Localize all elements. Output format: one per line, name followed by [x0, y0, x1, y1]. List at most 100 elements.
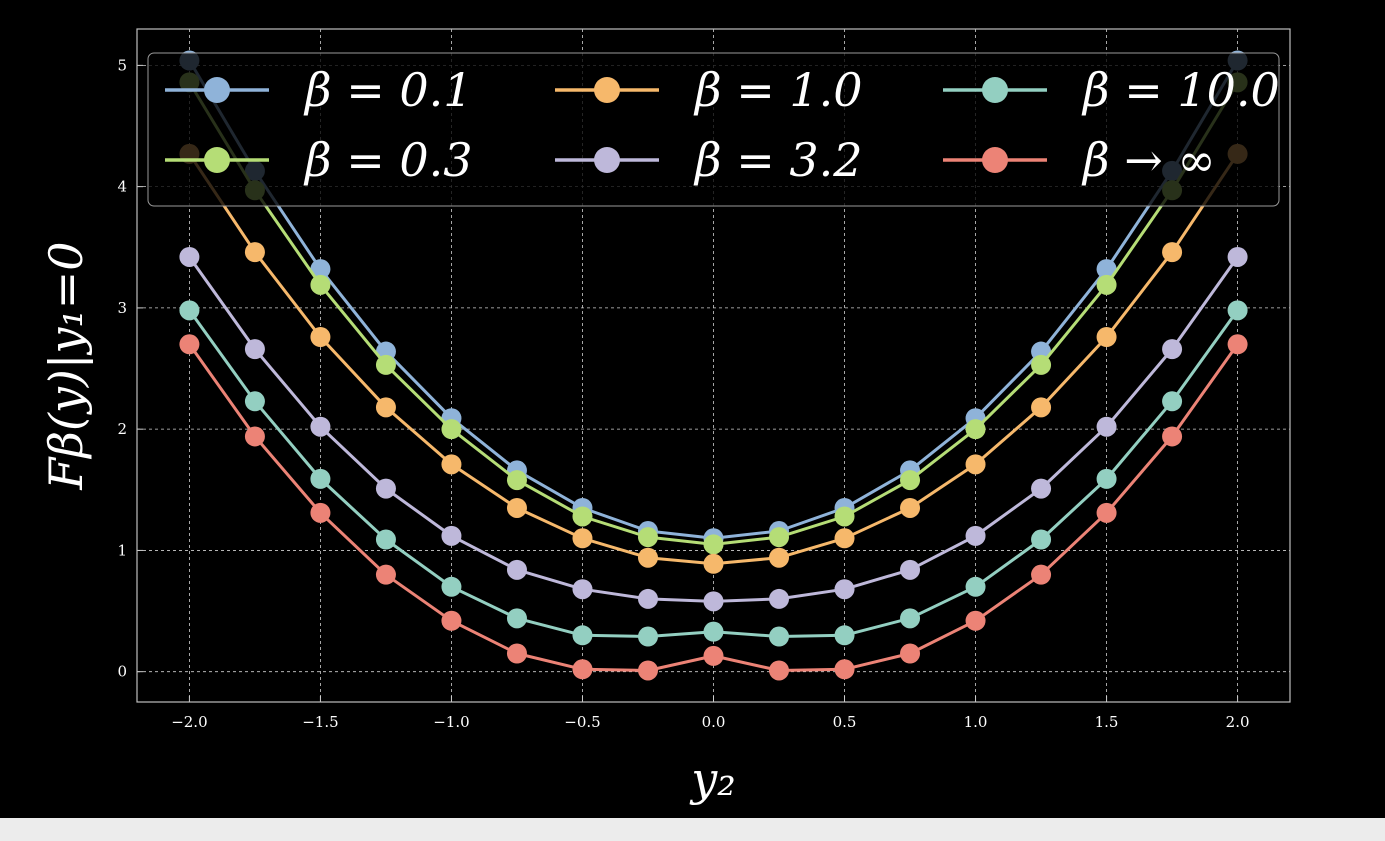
- data-point: [769, 626, 790, 647]
- data-point: [900, 497, 921, 518]
- data-point: [1096, 274, 1117, 295]
- data-point: [244, 391, 265, 412]
- data-point: [769, 527, 790, 548]
- data-point: [965, 419, 986, 440]
- y-tick-label: 4: [117, 178, 127, 196]
- data-point: [1162, 242, 1183, 263]
- data-point: [703, 645, 724, 666]
- data-point: [179, 246, 200, 267]
- legend-label: β = 1.0: [693, 63, 863, 117]
- y-tick-label: 5: [117, 56, 127, 74]
- y-axis-label: Fβ(y)|y₁=0: [39, 241, 93, 490]
- data-point: [769, 588, 790, 609]
- data-point: [441, 454, 462, 475]
- data-point: [703, 534, 724, 555]
- data-point: [834, 528, 855, 549]
- x-tick-label: −1.5: [302, 713, 338, 731]
- data-point: [310, 274, 331, 295]
- data-point: [506, 470, 527, 491]
- data-point: [375, 397, 396, 418]
- legend-marker: [982, 147, 1008, 173]
- legend-item: β = 0.3: [165, 133, 473, 187]
- plot-frame: [136, 28, 1291, 703]
- data-point: [506, 643, 527, 664]
- data-point: [1031, 397, 1052, 418]
- series: [179, 246, 1248, 612]
- legend-marker: [982, 77, 1008, 103]
- data-point: [900, 608, 921, 629]
- series-line: [188, 343, 1239, 672]
- data-point: [965, 610, 986, 631]
- data-point: [900, 470, 921, 491]
- data-point: [1031, 354, 1052, 375]
- data-point: [1227, 300, 1248, 321]
- data-point: [769, 547, 790, 568]
- data-point: [637, 547, 658, 568]
- data-point: [441, 419, 462, 440]
- line-chart: −2.0 −1.5 −1.0 −0.5 0.0 0.5 1.0 1.5 2.0 0 1 2 3 4 5 β …: [39, 28, 1291, 806]
- data-point: [637, 527, 658, 548]
- data-point: [375, 478, 396, 499]
- legend-marker: [204, 147, 230, 173]
- chart-area: −2.0 −1.5 −1.0 −0.5 0.0 0.5 1.0 1.5 2.0 0 1 2 3 4 5 β …: [39, 28, 1291, 806]
- data-point: [310, 327, 331, 348]
- data-point: [834, 506, 855, 527]
- x-tick-label: 0.5: [833, 713, 857, 731]
- data-point: [506, 608, 527, 629]
- data-point: [1096, 327, 1117, 348]
- x-tick-label: −2.0: [171, 713, 207, 731]
- data-point: [310, 502, 331, 523]
- data-point: [1031, 478, 1052, 499]
- x-axis-label: y₂: [689, 752, 735, 806]
- data-point: [572, 506, 593, 527]
- legend-marker: [594, 147, 620, 173]
- data-point: [965, 576, 986, 597]
- x-tick-label: 2.0: [1226, 713, 1250, 731]
- data-point: [1031, 529, 1052, 550]
- legend-item: β = 3.2: [555, 133, 863, 187]
- data-point: [1227, 334, 1248, 355]
- data-point: [572, 625, 593, 646]
- series-group: [179, 50, 1248, 681]
- legend-label: β = 3.2: [693, 133, 863, 187]
- data-point: [310, 468, 331, 489]
- axis-ticks: −2.0 −1.5 −1.0 −0.5 0.0 0.5 1.0 1.5 2.0 0 1 2 3 4 5: [117, 56, 1249, 731]
- y-tick-label: 2: [117, 420, 127, 438]
- data-point: [769, 660, 790, 681]
- legend-label: β → ∞: [1081, 133, 1216, 187]
- data-point: [1162, 426, 1183, 447]
- data-point: [703, 621, 724, 642]
- data-point: [506, 559, 527, 580]
- legend: β = 0.1 β = 0.3 β = 1.0 β = 3.2 β = 10.0 β → …: [147, 52, 1280, 207]
- data-point: [900, 559, 921, 580]
- x-tick-label: 1.5: [1095, 713, 1119, 731]
- y-tick-label: 0: [117, 663, 127, 681]
- legend-item: β = 10.0: [943, 63, 1280, 117]
- data-point: [572, 659, 593, 680]
- data-point: [1096, 259, 1117, 280]
- x-tick-label: 0.0: [702, 713, 726, 731]
- legend-item: β = 0.1: [165, 63, 473, 117]
- series: [179, 334, 1248, 681]
- legend-item: β → ∞: [943, 133, 1216, 187]
- data-point: [441, 525, 462, 546]
- legend-item: β = 1.0: [555, 63, 863, 117]
- legend-marker: [204, 77, 230, 103]
- data-point: [1031, 564, 1052, 585]
- legend-marker: [594, 77, 620, 103]
- data-point: [1096, 502, 1117, 523]
- data-point: [375, 564, 396, 585]
- data-point: [572, 579, 593, 600]
- data-point: [1096, 416, 1117, 437]
- data-point: [310, 259, 331, 280]
- data-point: [310, 416, 331, 437]
- data-point: [244, 339, 265, 360]
- data-point: [703, 553, 724, 574]
- data-point: [834, 579, 855, 600]
- bottom-strip: [0, 818, 1385, 841]
- data-point: [637, 660, 658, 681]
- data-point: [900, 643, 921, 664]
- x-tick-label: −1.0: [433, 713, 469, 731]
- data-point: [572, 528, 593, 549]
- legend-label: β = 10.0: [1081, 63, 1280, 117]
